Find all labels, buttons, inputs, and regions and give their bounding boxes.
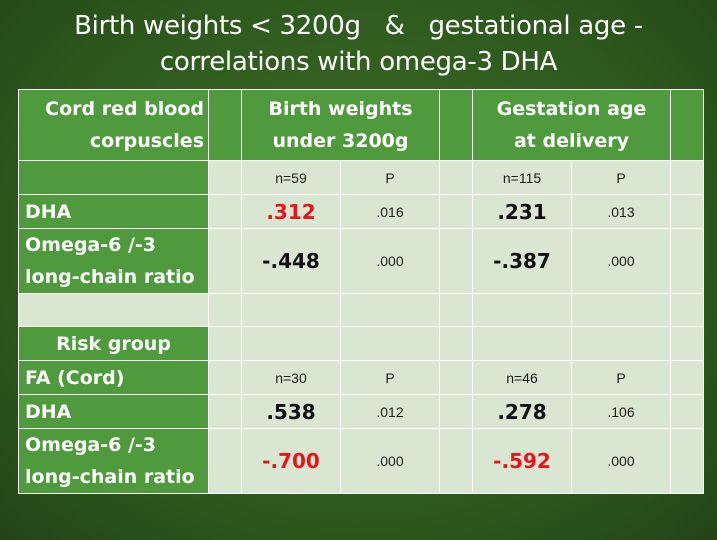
n-value-cell: n=46	[472, 360, 572, 395]
p-value: .000	[571, 428, 671, 494]
p-value: .000	[340, 228, 440, 294]
title-line-2: correlations with omega-3 DHA	[159, 47, 558, 77]
table-cell	[208, 293, 242, 327]
table-cell	[340, 326, 440, 361]
row-label-cell: Omega-6 /-3 long-chain ratio	[18, 428, 209, 494]
row-label: FA (Cord)	[25, 366, 125, 389]
table-cell	[208, 394, 242, 429]
table-cell	[241, 326, 341, 361]
table-cell	[670, 293, 704, 327]
header-cord-line-1: Cord red blood	[45, 98, 204, 120]
table-cell	[208, 360, 242, 395]
table-cell	[208, 194, 242, 229]
table-cell	[340, 293, 440, 327]
table-cell	[571, 293, 671, 327]
table-cell	[208, 160, 242, 195]
table-cell	[241, 293, 341, 327]
header-birth-weight-line-1: Birth weights	[268, 98, 413, 120]
p-header-cell: P	[571, 160, 671, 195]
slide-title: Birth weights < 3200g & gestational age …	[0, 8, 717, 80]
row-label-line-2: long-chain ratio	[25, 466, 195, 488]
table-cell	[439, 326, 473, 361]
row-label-line-2: long-chain ratio	[25, 266, 195, 288]
p-value: .000	[571, 228, 671, 294]
header-empty-cell	[439, 89, 473, 161]
table-cell	[670, 326, 704, 361]
correlation-value: -.387	[472, 228, 572, 294]
table-cell	[472, 326, 572, 361]
table-cell	[670, 194, 704, 229]
table-row: Omega-6 /-3 long-chain ratio -.700 .000 …	[18, 428, 704, 494]
table-cell	[18, 293, 209, 327]
header-cord-cell: Cord red blood corpuscles	[18, 89, 209, 161]
table-cell	[18, 160, 209, 195]
header-birth-weight-line-2: under 3200g	[272, 130, 409, 152]
table-cell	[208, 228, 242, 294]
table-cell	[439, 160, 473, 195]
correlation-value: .278	[472, 394, 572, 429]
table-row: DHA .312 .016 .231 .013	[18, 194, 704, 229]
correlation-value: -.592	[472, 428, 572, 494]
n-value-cell: n=115	[472, 160, 572, 195]
table-cell	[670, 228, 704, 294]
correlation-table: Cord red blood corpuscles Birth weights …	[18, 89, 704, 494]
risk-group-cell: Risk group	[18, 326, 209, 361]
table-cell	[439, 194, 473, 229]
p-value: .000	[340, 428, 440, 494]
table-row: DHA .538 .012 .278 .106	[18, 394, 704, 429]
n-value-cell: n=30	[241, 360, 341, 395]
header-gestation-line-1: Gestation age	[496, 98, 647, 120]
table-row: FA (Cord) n=30 P n=46 P	[18, 360, 704, 395]
table-cell	[571, 326, 671, 361]
row-label: DHA	[25, 400, 72, 423]
table-cell	[439, 394, 473, 429]
title-line-1: Birth weights < 3200g & gestational age …	[74, 11, 643, 41]
table-row	[18, 293, 704, 327]
p-header-cell: P	[340, 360, 440, 395]
header-empty-cell	[208, 89, 242, 161]
table-row: n=59 P n=115 P	[18, 160, 704, 195]
risk-group-label: Risk group	[56, 332, 171, 355]
n-value-cell: n=59	[241, 160, 341, 195]
correlation-value: -.700	[241, 428, 341, 494]
table-cell	[670, 428, 704, 494]
table-row: Omega-6 /-3 long-chain ratio -.448 .000 …	[18, 228, 704, 294]
correlation-value: -.448	[241, 228, 341, 294]
header-birth-weight-cell: Birth weights under 3200g	[241, 89, 440, 161]
p-value: .016	[340, 194, 440, 229]
table-cell	[670, 360, 704, 395]
p-value: .013	[571, 194, 671, 229]
correlation-value: .538	[241, 394, 341, 429]
table-cell	[439, 228, 473, 294]
header-cord-line-2: corpuscles	[89, 130, 204, 152]
correlation-value: .312	[241, 194, 341, 229]
row-label-line-1: Omega-6 /-3	[25, 234, 157, 256]
table-cell	[208, 428, 242, 494]
p-header-cell: P	[340, 160, 440, 195]
p-value: .106	[571, 394, 671, 429]
table-cell	[670, 394, 704, 429]
table-cell	[439, 428, 473, 494]
row-label-line-1: Omega-6 /-3	[25, 434, 157, 456]
header-row: Cord red blood corpuscles Birth weights …	[18, 89, 704, 161]
row-label-cell: FA (Cord)	[18, 360, 209, 395]
p-header-cell: P	[571, 360, 671, 395]
table-cell	[439, 293, 473, 327]
row-label-cell: DHA	[18, 194, 209, 229]
table-cell	[670, 160, 704, 195]
row-label: DHA	[25, 200, 72, 223]
header-gestation-cell: Gestation age at delivery	[472, 89, 671, 161]
header-empty-cell	[670, 89, 704, 161]
row-label-cell: Omega-6 /-3 long-chain ratio	[18, 228, 209, 294]
row-label-cell: DHA	[18, 394, 209, 429]
table-row: Risk group	[18, 326, 704, 361]
header-gestation-line-2: at delivery	[513, 130, 630, 152]
table-cell	[439, 360, 473, 395]
table-cell	[208, 326, 242, 361]
table-cell	[472, 293, 572, 327]
p-value: .012	[340, 394, 440, 429]
correlation-value: .231	[472, 194, 572, 229]
